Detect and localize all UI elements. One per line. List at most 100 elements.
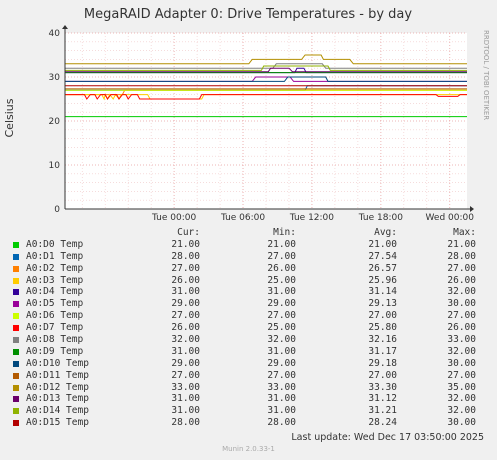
x-axis-arrow [470, 206, 474, 212]
legend-header: Cur: Min: Avg: Max: [13, 227, 483, 239]
series-line-12 [65, 54, 467, 65]
legend-cur: 26.00 [171, 322, 200, 334]
y-axis-arrow [62, 25, 68, 29]
legend-max: 30.00 [447, 357, 476, 369]
legend-max: 32.00 [447, 393, 476, 405]
legend-avg: 31.12 [368, 393, 397, 405]
legend-name: A0:D15 Temp [26, 417, 89, 429]
legend-row: A0:D15 Temp 28.00 28.00 28.24 30.00 [13, 417, 483, 429]
legend-min: 28.00 [267, 417, 296, 429]
legend-row: A0:D11 Temp 27.00 27.00 27.00 27.00 [13, 370, 483, 382]
legend-max: 21.00 [447, 238, 476, 250]
legend-max: 30.00 [447, 298, 476, 310]
legend-min: 27.00 [267, 250, 296, 262]
legend-avg: 29.13 [368, 298, 397, 310]
legend-max: 35.00 [447, 381, 476, 393]
legend-avg: 31.14 [368, 286, 397, 298]
legend-avg: 27.00 [368, 369, 397, 381]
legend-min: 31.00 [267, 405, 296, 417]
legend: Cur: Min: Avg: Max: A0:D0 Temp 21.00 21.00… [13, 227, 483, 429]
legend-row: A0:D14 Temp 31.00 31.00 31.21 32.00 [13, 405, 483, 417]
legend-min: 31.00 [267, 345, 296, 357]
legend-swatch [13, 277, 19, 284]
legend-avg: 33.30 [368, 381, 397, 393]
legend-min: 33.00 [267, 381, 296, 393]
y-tick-label: 30 [49, 73, 61, 83]
last-update: Last update: Wed Dec 17 03:50:00 2025 [291, 432, 484, 443]
legend-rows: A0:D0 Temp 21.00 21.00 21.00 21.00 A0:D1 Temp… [13, 239, 483, 429]
header-min: Min: [273, 227, 296, 238]
series-line-10 [65, 76, 467, 82]
legend-name: A0:D13 Temp [26, 393, 89, 405]
legend-name: A0:D10 Temp [26, 357, 89, 369]
legend-cur: 32.00 [171, 334, 200, 346]
legend-cur: 29.00 [171, 298, 200, 310]
legend-min: 21.00 [267, 238, 296, 250]
legend-row: A0:D13 Temp 31.00 31.00 31.12 32.00 [13, 393, 483, 405]
legend-swatch [13, 265, 19, 272]
legend-avg: 32.16 [368, 334, 397, 346]
legend-min: 29.00 [267, 357, 296, 369]
legend-row: A0:D6 Temp 27.00 27.00 27.00 27.00 [13, 310, 483, 322]
legend-row: A0:D10 Temp 29.00 29.00 29.18 30.00 [13, 358, 483, 370]
legend-row: A0:D0 Temp 21.00 21.00 21.00 21.00 [13, 239, 483, 251]
y-tick-label: 10 [49, 161, 61, 171]
legend-row: A0:D4 Temp 31.00 31.00 31.14 32.00 [13, 286, 483, 298]
legend-cur: 31.00 [171, 286, 200, 298]
legend-cur: 21.00 [171, 238, 200, 250]
y-tick-label: 0 [54, 205, 60, 215]
legend-swatch [13, 396, 19, 403]
legend-swatch [13, 313, 19, 320]
legend-row: A0:D3 Temp 26.00 25.00 25.96 26.00 [13, 275, 483, 287]
chart: MegaRAID Adapter 0: Drive Temperatures -… [3, 7, 490, 223]
legend-row: A0:D8 Temp 32.00 32.00 32.16 33.00 [13, 334, 483, 346]
legend-row: A0:D9 Temp 31.00 31.00 31.17 32.00 [13, 346, 483, 358]
legend-cur: 31.00 [171, 345, 200, 357]
legend-name: A0:D7 Temp [26, 322, 84, 334]
legend-row: A0:D1 Temp 28.00 27.00 27.54 28.00 [13, 251, 483, 263]
x-tick-label: Wed 00:00 [426, 213, 475, 223]
legend-cur: 29.00 [171, 357, 200, 369]
x-tick-label: Tue 12:00 [289, 213, 334, 223]
legend-avg: 25.96 [368, 274, 397, 286]
legend-name: A0:D9 Temp [26, 345, 84, 357]
legend-cur: 27.00 [171, 262, 200, 274]
legend-max: 27.00 [447, 262, 476, 274]
legend-cur: 28.00 [171, 250, 200, 262]
legend-min: 25.00 [267, 274, 296, 286]
legend-max: 30.00 [447, 417, 476, 429]
legend-max: 27.00 [447, 310, 476, 322]
x-tick-label: Tue 18:00 [358, 213, 403, 223]
legend-swatch [13, 372, 19, 379]
header-avg: Avg: [374, 227, 397, 238]
chart-title: MegaRAID Adapter 0: Drive Temperatures -… [84, 7, 412, 22]
legend-min: 26.00 [267, 262, 296, 274]
legend-max: 32.00 [447, 345, 476, 357]
legend-avg: 31.21 [368, 405, 397, 417]
axes: 0 10 20 30 40 Tue 00:00 Tue 06:00 Tue 12:00 Tue … [49, 25, 475, 223]
legend-row: A0:D5 Temp 29.00 29.00 29.13 30.00 [13, 298, 483, 310]
legend-min: 32.00 [267, 334, 296, 346]
legend-name: A0:D5 Temp [26, 298, 84, 310]
legend-name: A0:D0 Temp [26, 238, 84, 250]
legend-swatch [13, 360, 19, 367]
series-line-13 [65, 67, 467, 73]
legend-swatch [13, 337, 19, 344]
legend-min: 29.00 [267, 298, 296, 310]
legend-swatch [13, 325, 19, 332]
legend-name: A0:D11 Temp [26, 369, 89, 381]
legend-avg: 31.17 [368, 345, 397, 357]
legend-max: 32.00 [447, 405, 476, 417]
legend-avg: 28.24 [368, 417, 397, 429]
legend-name: A0:D1 Temp [26, 250, 84, 262]
legend-row: A0:D12 Temp 33.00 33.00 33.30 35.00 [13, 382, 483, 394]
legend-row: A0:D7 Temp 26.00 25.00 25.80 26.00 [13, 322, 483, 334]
legend-cur: 27.00 [171, 369, 200, 381]
y-tick-label: 20 [49, 117, 61, 127]
legend-cur: 26.00 [171, 274, 200, 286]
legend-swatch [13, 241, 19, 248]
legend-cur: 27.00 [171, 310, 200, 322]
legend-max: 32.00 [447, 286, 476, 298]
legend-min: 27.00 [267, 310, 296, 322]
legend-swatch [13, 253, 19, 260]
